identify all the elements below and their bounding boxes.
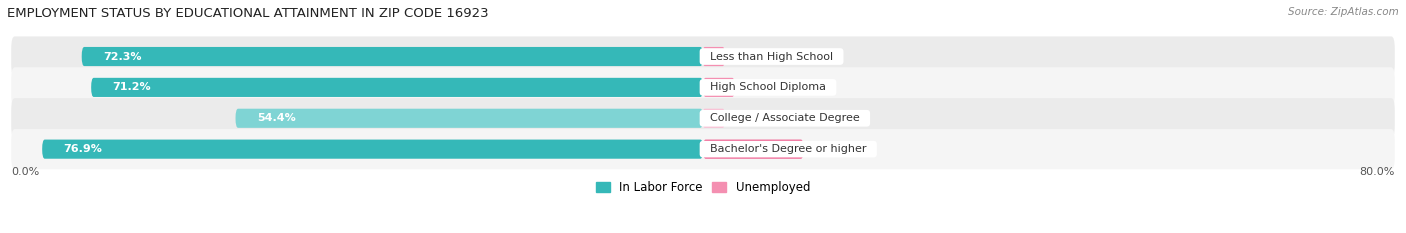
FancyBboxPatch shape [236, 109, 703, 128]
Text: College / Associate Degree: College / Associate Degree [703, 113, 866, 123]
FancyBboxPatch shape [703, 47, 724, 66]
Text: 3.7%: 3.7% [748, 82, 776, 93]
Text: 0.0%: 0.0% [737, 113, 766, 123]
FancyBboxPatch shape [703, 140, 804, 159]
Text: 76.9%: 76.9% [63, 144, 103, 154]
Text: 71.2%: 71.2% [112, 82, 152, 93]
Text: EMPLOYMENT STATUS BY EDUCATIONAL ATTAINMENT IN ZIP CODE 16923: EMPLOYMENT STATUS BY EDUCATIONAL ATTAINM… [7, 7, 489, 20]
Text: 0.0%: 0.0% [11, 167, 39, 177]
Text: High School Diploma: High School Diploma [703, 82, 832, 93]
Text: Less than High School: Less than High School [703, 51, 841, 62]
Legend: In Labor Force, Unemployed: In Labor Force, Unemployed [591, 176, 815, 199]
FancyBboxPatch shape [42, 140, 703, 159]
Text: 72.3%: 72.3% [103, 51, 142, 62]
FancyBboxPatch shape [11, 67, 1395, 107]
FancyBboxPatch shape [11, 98, 1395, 138]
FancyBboxPatch shape [11, 36, 1395, 77]
Text: Source: ZipAtlas.com: Source: ZipAtlas.com [1288, 7, 1399, 17]
Text: 11.7%: 11.7% [817, 144, 852, 154]
FancyBboxPatch shape [703, 78, 735, 97]
FancyBboxPatch shape [82, 47, 703, 66]
FancyBboxPatch shape [703, 109, 724, 128]
Text: 54.4%: 54.4% [257, 113, 295, 123]
Text: 80.0%: 80.0% [1360, 167, 1395, 177]
Text: Bachelor's Degree or higher: Bachelor's Degree or higher [703, 144, 873, 154]
FancyBboxPatch shape [91, 78, 703, 97]
Text: 0.0%: 0.0% [737, 51, 766, 62]
FancyBboxPatch shape [11, 129, 1395, 169]
